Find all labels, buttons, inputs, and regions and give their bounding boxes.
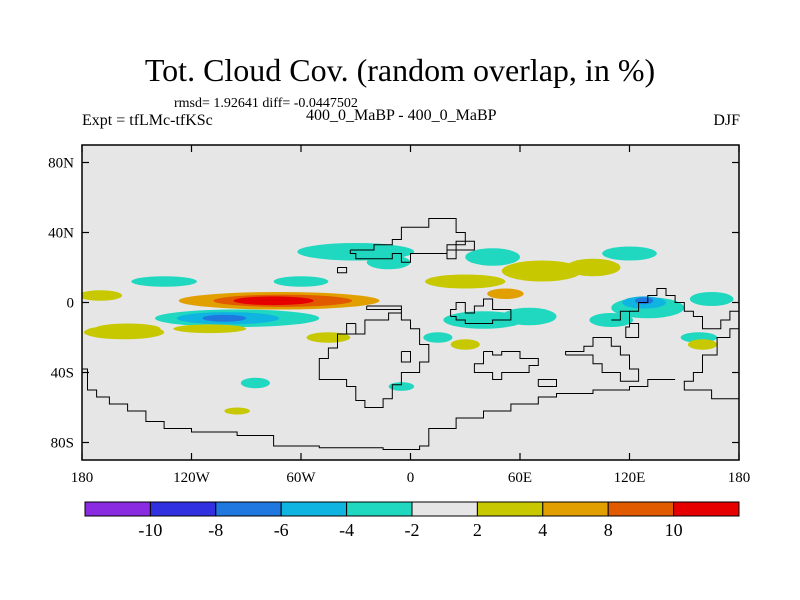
coastline-2 — [346, 323, 357, 335]
colorbar-box-3 — [280, 501, 348, 517]
colorbar-box-0 — [84, 501, 151, 517]
colorbar-box-4 — [346, 501, 413, 517]
season-label: DJF — [713, 112, 740, 129]
anomaly-region-33 — [687, 339, 718, 350]
x-tick-label-4: 60E — [508, 470, 532, 486]
anomaly-region-7 — [173, 324, 247, 334]
colorbar-box-9 — [673, 501, 740, 517]
y-tick-label-4: 80S — [51, 436, 74, 452]
colorbar: -10 -8 -6 -4 -2 2 4 8 10 — [84, 501, 740, 540]
axis-ticks: 180 120W 60W 0 60E 120E 180 80N 40N 0 40S 80S — [48, 145, 750, 486]
colorbar-label-1: -8 — [208, 520, 223, 540]
experiment-label: Expt = tfLMc-tfKSc — [82, 112, 213, 129]
coastline-0 — [349, 218, 475, 263]
anomaly-region-27 — [83, 325, 165, 340]
colorbar-label-2: -6 — [274, 520, 289, 540]
colorbar-label-4: -2 — [405, 520, 420, 540]
coastline-7 — [611, 288, 739, 338]
colorbar-box-2 — [215, 501, 282, 517]
anomaly-region-8 — [82, 290, 123, 301]
x-tick-label-6: 180 — [728, 470, 751, 486]
anomaly-region-29 — [423, 332, 453, 343]
colorbar-label-5: 2 — [473, 520, 482, 540]
colorbar-label-6: 4 — [538, 520, 547, 540]
coastline-9 — [82, 368, 676, 450]
stats-label: rmsd= 1.92641 diff= -0.0447502 — [174, 96, 358, 111]
x-tick-label-5: 120E — [614, 470, 646, 486]
anomaly-field — [82, 243, 734, 415]
coastline-11 — [337, 267, 348, 274]
anomaly-region-15 — [501, 260, 583, 282]
x-tick-label-2: 60W — [286, 470, 316, 486]
y-tick-label-0: 80N — [48, 156, 74, 172]
colorbar-box-5 — [411, 501, 478, 517]
anomaly-region-2 — [233, 296, 314, 306]
colorbar-label-3: -4 — [339, 520, 354, 540]
anomaly-region-20 — [501, 307, 557, 326]
colorbar-label-7: 8 — [604, 520, 613, 540]
coastline-8 — [683, 328, 739, 400]
colorbar-box-8 — [607, 501, 675, 517]
anomaly-region-14 — [602, 246, 657, 261]
y-tick-label-1: 40N — [48, 226, 74, 242]
case-label: 400_0_MaBP - 400_0_MaBP — [306, 107, 497, 124]
coastline-3 — [400, 351, 411, 363]
y-tick-label-2: 0 — [67, 296, 75, 312]
coastline-5 — [473, 351, 539, 380]
anomaly-region-24 — [634, 297, 654, 305]
x-tick-label-3: 0 — [407, 470, 415, 486]
anomaly-region-25 — [689, 292, 734, 306]
anomaly-region-16 — [565, 258, 621, 277]
anomaly-region-31 — [240, 377, 270, 389]
anomaly-region-17 — [425, 274, 506, 289]
anomaly-region-10 — [273, 276, 329, 287]
anomaly-region-9 — [131, 276, 197, 287]
coastline-1 — [318, 305, 430, 408]
colorbar-box-7 — [542, 501, 609, 517]
y-tick-label-3: 40S — [51, 366, 74, 382]
coastline-10 — [537, 379, 557, 387]
coastlines — [82, 218, 739, 450]
anomaly-region-32 — [224, 407, 250, 415]
colorbar-box-1 — [149, 501, 217, 517]
colorbar-label-0: -10 — [138, 520, 162, 540]
anomaly-region-5 — [202, 314, 247, 322]
coastline-6 — [565, 337, 640, 382]
chart-title: Tot. Cloud Cov. (random overlap, in %) — [144, 52, 656, 88]
x-tick-label-1: 120W — [173, 470, 211, 486]
colorbar-box-6 — [476, 501, 544, 517]
colorbar-label-8: 10 — [665, 520, 683, 540]
anomaly-region-21 — [589, 313, 634, 327]
coastline-4 — [450, 298, 512, 324]
anomaly-region-18 — [487, 288, 524, 299]
x-tick-label-0: 180 — [71, 470, 94, 486]
anomaly-region-30 — [450, 339, 480, 350]
anomaly-region-28 — [306, 332, 351, 343]
anomaly-region-13 — [465, 248, 520, 266]
